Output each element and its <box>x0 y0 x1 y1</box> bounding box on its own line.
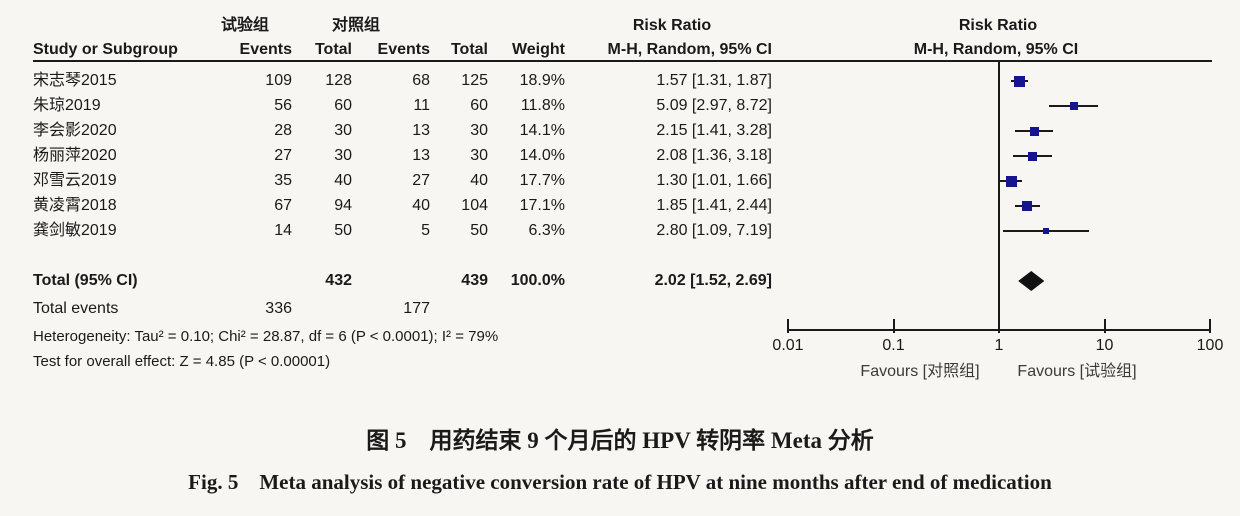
x-axis-tick <box>787 319 789 333</box>
exp-events-value: 56 <box>274 97 292 114</box>
ctrl-events-column-header: Events <box>377 41 430 58</box>
heterogeneity-stats: Heterogeneity: Tau² = 0.10; Chi² = 28.87… <box>33 328 499 345</box>
pooled-effect-diamond <box>1018 271 1045 291</box>
ctrl-events-value: 40 <box>412 197 430 214</box>
exp-total-value: 94 <box>334 197 352 214</box>
x-axis-tick-label: 0.01 <box>772 337 804 354</box>
x-axis-tick-label: 0.1 <box>882 337 905 354</box>
exp-total-value: 60 <box>334 97 352 114</box>
total-weight: 100.0% <box>510 272 565 289</box>
study-name: 宋志琴2015 <box>33 72 117 89</box>
caption-chinese: 图 5 用药结束 9 个月后的 HPV 转阴率 Meta 分析 <box>366 428 874 453</box>
overall-effect-test: Test for overall effect: Z = 4.85 (P < 0… <box>33 353 331 370</box>
x-axis-tick <box>1209 319 1211 333</box>
exp-total-value: 30 <box>334 122 352 139</box>
study-name: 李会影2020 <box>33 122 117 139</box>
weight-value: 14.1% <box>519 122 565 139</box>
ctrl-total-column-header: Total <box>450 41 488 58</box>
ctrl-total-value: 30 <box>470 122 488 139</box>
rr-ci-value: 2.80 [1.09, 7.19] <box>656 222 772 239</box>
favours-left-label: Favours [对照组] <box>860 363 980 380</box>
weight-value: 11.8% <box>520 97 565 114</box>
weight-value: 6.3% <box>528 222 565 239</box>
control-group-header: 对照组 <box>331 17 381 34</box>
header-divider <box>33 60 1212 62</box>
total-row-label: Total (95% CI) <box>33 272 138 289</box>
rr-point-estimate <box>1014 75 1026 87</box>
experimental-group-header: 试验组 <box>220 17 270 34</box>
exp-events-value: 28 <box>274 122 292 139</box>
null-effect-line <box>998 60 1000 330</box>
study-name: 龚剑敏2019 <box>33 222 117 239</box>
rr-ci-value: 1.57 [1.31, 1.87] <box>656 72 772 89</box>
risk-ratio-column-title: Risk Ratio <box>632 17 712 34</box>
x-axis-tick-label: 100 <box>1196 337 1224 354</box>
weight-value: 17.1% <box>519 197 565 214</box>
exp-total-column-header: Total <box>314 41 352 58</box>
rr-point-estimate <box>1022 201 1033 211</box>
rr-point-estimate <box>1069 102 1078 110</box>
exp-events-value: 27 <box>274 147 292 164</box>
weight-value: 17.7% <box>519 172 565 189</box>
total-events-ctrl: 177 <box>403 300 430 317</box>
exp-events-value: 67 <box>274 197 292 214</box>
study-name: 朱琼2019 <box>33 97 101 114</box>
favours-right-label: Favours [试验组] <box>1017 363 1137 380</box>
total-rr-ci: 2.02 [1.52, 2.69] <box>654 272 772 289</box>
rr-ci-value: 2.15 [1.41, 3.28] <box>656 122 772 139</box>
exp-events-value: 109 <box>265 72 292 89</box>
ctrl-events-value: 13 <box>412 122 430 139</box>
ctrl-events-value: 5 <box>421 222 430 239</box>
ctrl-total-value: 30 <box>470 147 488 164</box>
study-column-header: Study or Subgroup <box>33 41 178 58</box>
rr-ci-value: 2.08 [1.36, 3.18] <box>656 147 772 164</box>
risk-ratio-plot-title: Risk Ratio <box>958 17 1038 34</box>
rr-ci-value: 1.85 [1.41, 2.44] <box>656 197 772 214</box>
weight-value: 18.9% <box>519 72 565 89</box>
exp-events-value: 35 <box>274 172 292 189</box>
x-axis-tick-label: 1 <box>994 337 1004 354</box>
rr-point-estimate <box>1043 228 1050 234</box>
exp-total-value: 30 <box>334 147 352 164</box>
x-axis-tick <box>1103 319 1106 333</box>
ctrl-events-value: 27 <box>412 172 430 189</box>
rr-point-estimate <box>1005 175 1017 187</box>
rr-ci-plot-header: M-H, Random, 95% CI <box>913 41 1079 58</box>
ctrl-total-value: 40 <box>470 172 488 189</box>
study-name: 杨丽萍2020 <box>33 147 117 164</box>
exp-events-column-header: Events <box>239 41 292 58</box>
x-axis-tick <box>892 319 895 333</box>
ctrl-events-value: 13 <box>412 147 430 164</box>
total-events-label: Total events <box>33 300 119 317</box>
rr-ci-value: 5.09 [2.97, 8.72] <box>656 97 772 114</box>
caption-english: Fig. 5 Meta analysis of negative convers… <box>188 470 1052 494</box>
x-axis-tick <box>998 319 1000 333</box>
ctrl-events-value: 68 <box>412 72 430 89</box>
ctrl-events-value: 11 <box>413 97 430 114</box>
rr-ci-value: 1.30 [1.01, 1.66] <box>656 172 772 189</box>
ctrl-total-value: 50 <box>470 222 488 239</box>
total-ctrl-total: 439 <box>461 272 488 289</box>
rr-point-estimate <box>1028 151 1038 161</box>
weight-column-header: Weight <box>511 41 565 58</box>
exp-total-value: 128 <box>325 72 352 89</box>
rr-point-estimate <box>1029 126 1039 136</box>
exp-events-value: 14 <box>274 222 292 239</box>
x-axis-tick-label: 10 <box>1095 337 1114 354</box>
study-name: 邓雪云2019 <box>33 172 117 189</box>
total-exp-total: 432 <box>325 272 352 289</box>
weight-value: 14.0% <box>519 147 565 164</box>
total-events-exp: 336 <box>265 300 292 317</box>
ctrl-total-value: 104 <box>461 197 488 214</box>
ctrl-total-value: 125 <box>461 72 488 89</box>
study-name: 黄凌霄2018 <box>33 197 117 214</box>
rr-ci-column-header: M-H, Random, 95% CI <box>607 41 772 58</box>
ctrl-total-value: 60 <box>470 97 488 114</box>
exp-total-value: 40 <box>334 172 352 189</box>
exp-total-value: 50 <box>334 222 352 239</box>
